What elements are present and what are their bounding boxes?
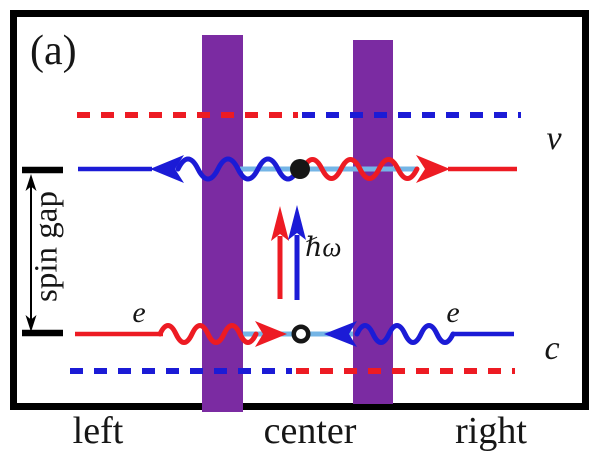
tunnel-barrier-right — [353, 40, 393, 404]
arrowhead-left-upper — [150, 155, 184, 183]
photon-arrow-blue-head — [288, 205, 306, 240]
tunnel-barrier-left — [202, 35, 243, 412]
spin-gap-arrow-bottom-head — [25, 315, 37, 332]
arrowhead-right-upper — [416, 155, 450, 183]
electron-label-right: e — [446, 296, 460, 329]
region-label-right: right — [455, 410, 527, 452]
electron-label-left: e — [132, 296, 146, 329]
region-label-center: center — [263, 410, 357, 452]
region-label-left: left — [72, 410, 124, 452]
spin-gap-label: spin gap — [28, 191, 65, 302]
diagram-frame — [10, 10, 589, 410]
spin-gap-arrow-top-head — [25, 174, 37, 191]
photon-energy-label: ℏω — [305, 232, 342, 262]
wavy-blue-upper-left — [175, 156, 301, 182]
wavy-red-lower-left — [157, 323, 259, 345]
valence-band-label: v — [546, 120, 562, 157]
panel-label: (a) — [30, 28, 77, 74]
arrowhead-right-lower-left — [255, 321, 287, 347]
conduction-band-label: c — [544, 330, 560, 367]
arrowhead-left-lower-right — [324, 321, 357, 347]
filled-electron-dot — [290, 159, 310, 179]
wavy-blue-lower-right — [354, 323, 456, 345]
wavy-red-upper-right — [300, 157, 420, 181]
open-hole-circle — [291, 324, 311, 344]
photon-arrow-red-head — [271, 206, 289, 241]
